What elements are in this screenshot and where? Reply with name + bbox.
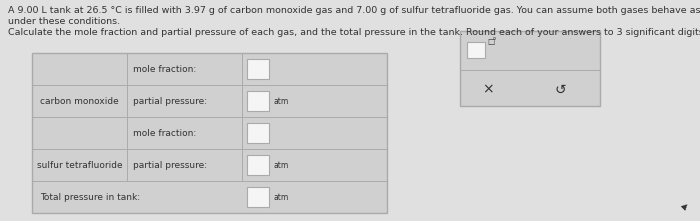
Bar — [467, 42, 485, 58]
Text: Calculate the mole fraction and partial pressure of each gas, and the total pres: Calculate the mole fraction and partial … — [8, 28, 700, 37]
Text: ▲: ▲ — [679, 200, 690, 211]
Bar — [32, 53, 387, 213]
Text: under these conditions.: under these conditions. — [8, 17, 120, 26]
Text: partial pressure:: partial pressure: — [133, 97, 207, 105]
Bar — [247, 123, 269, 143]
Text: A 9.00 L tank at 26.5 °C is filled with 3.97 g of carbon monoxide gas and 7.00 g: A 9.00 L tank at 26.5 °C is filled with … — [8, 6, 700, 15]
Bar — [247, 59, 269, 79]
Text: ×: × — [482, 82, 493, 97]
Bar — [460, 31, 600, 106]
Text: Total pressure in tank:: Total pressure in tank: — [40, 192, 140, 202]
Text: atm: atm — [273, 97, 288, 105]
Text: carbon monoxide: carbon monoxide — [40, 97, 119, 105]
Text: ↺: ↺ — [554, 82, 566, 97]
Text: o: o — [493, 36, 496, 41]
Text: mole fraction:: mole fraction: — [133, 65, 196, 74]
Bar — [247, 187, 269, 207]
Text: □: □ — [487, 37, 494, 46]
Text: sulfur tetrafluoride: sulfur tetrafluoride — [36, 160, 122, 170]
Bar — [247, 155, 269, 175]
Text: atm: atm — [273, 192, 288, 202]
Text: mole fraction:: mole fraction: — [133, 128, 196, 137]
Bar — [247, 91, 269, 111]
Text: atm: atm — [273, 160, 288, 170]
Text: partial pressure:: partial pressure: — [133, 160, 207, 170]
